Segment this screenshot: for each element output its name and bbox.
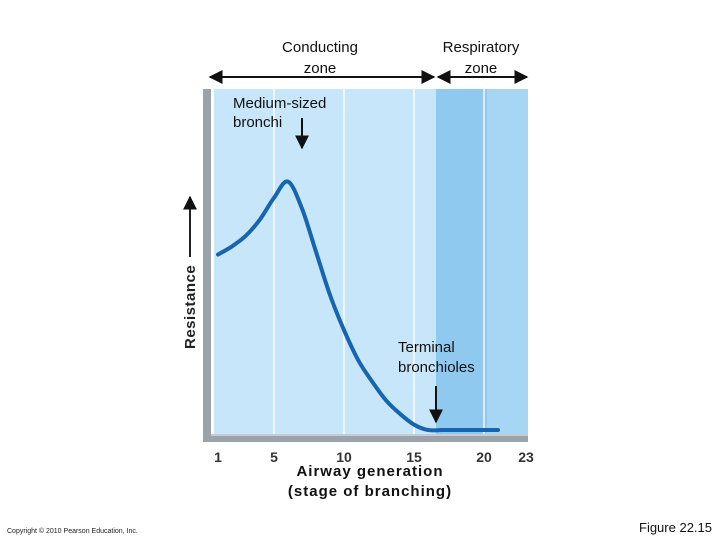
conducting-zone-label-1: Conducting <box>282 39 358 56</box>
x-tick-label: 20 <box>476 449 492 465</box>
respiratory-zone-band-dark <box>436 89 487 438</box>
respiratory-zone-label-2: zone <box>465 60 498 77</box>
respiratory-zone-label-1: Respiratory <box>443 39 520 56</box>
x-axis-label-line2: (stage of branching) <box>288 483 452 500</box>
x-axis-frame-shadow <box>211 434 528 436</box>
respiratory-zone-band-light <box>487 89 528 438</box>
medium-bronchi-label-2: bronchi <box>233 114 282 131</box>
x-tick-label: 15 <box>406 449 422 465</box>
terminal-bronchioles-label-1: Terminal <box>398 339 455 356</box>
figure-number: Figure 22.15 <box>639 520 712 535</box>
x-tick-label: 1 <box>214 449 222 465</box>
resistance-curve <box>216 179 500 433</box>
x-tick-label: 5 <box>270 449 278 465</box>
y-axis-frame <box>203 89 211 441</box>
conducting-zone-label-2: zone <box>304 60 337 77</box>
y-axis-label: Resistance <box>182 265 199 349</box>
y-axis-label-group: Resistance <box>182 195 199 349</box>
x-tick-label: 23 <box>518 449 534 465</box>
conducting-zone-background <box>214 89 436 438</box>
copyright-notice: Copyright © 2010 Pearson Education, Inc. <box>7 528 138 535</box>
x-axis-frame <box>203 434 528 442</box>
terminal-bronchioles-label-2: bronchioles <box>398 359 475 376</box>
medium-bronchi-label-1: Medium-sized <box>233 95 326 112</box>
x-tick-label: 10 <box>336 449 352 465</box>
x-axis-label-line1: Airway generation <box>296 463 443 480</box>
grid-lines <box>273 89 485 434</box>
x-tick-labels: 1 5 10 15 20 23 <box>214 449 534 465</box>
